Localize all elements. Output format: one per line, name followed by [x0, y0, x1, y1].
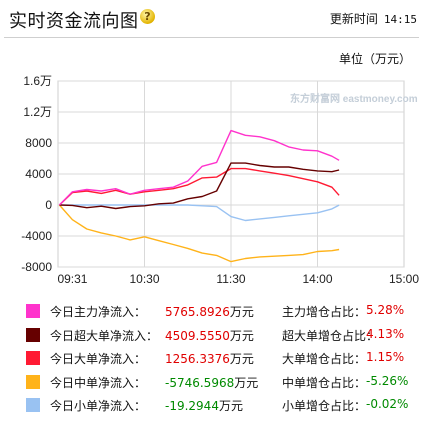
ratio-label: 小单增仓占比：: [282, 399, 367, 413]
ratio-label: 大单增仓占比：: [282, 352, 367, 366]
y-tick-label: 8000: [25, 136, 52, 150]
stat-value-unit: 万元: [234, 375, 259, 390]
stat-row: 今日中单净流入： -5746.5968万元 中单增仓占比： -5.26%: [0, 371, 423, 395]
fund-flow-chart: 东方财富网 eastmoney.com 1.6万 1.2万 8000 4000 0 -40…: [21, 74, 419, 286]
x-tick-label: 11:30: [216, 272, 245, 286]
y-axis-ticks: 1.6万 1.2万 8000 4000 0 -4000 -8000: [21, 74, 52, 274]
ratio-value: -0.02%: [366, 397, 409, 411]
x-tick-label: 09:31: [57, 272, 87, 286]
ratio-value: 5.28%: [366, 303, 405, 317]
fund-flow-stats: 今日主力净流入： 5765.8926万元 主力增仓占比： 5.28% 今日超大单净流入：…: [0, 300, 423, 418]
stat-label: 今日主力净流入：: [50, 305, 147, 319]
update-time-value: 14:15: [383, 13, 417, 26]
stat-label: 今日超大单净流入：: [50, 328, 159, 343]
header: 实时资金流向图 ? 更新时间 14:15: [0, 0, 423, 38]
unit-label: 单位（万元）: [338, 52, 411, 66]
legend-swatch: [26, 327, 40, 342]
x-tick-label: 14:00: [302, 272, 332, 286]
stat-value-unit: 万元: [218, 399, 243, 413]
series-line-0: [58, 129, 340, 206]
x-axis-ticks: 09:31 10:30 11:30 14:00 15:00: [57, 272, 419, 286]
legend-swatch: [26, 374, 40, 389]
legend-swatch: [26, 351, 40, 365]
legend-swatch: [26, 398, 40, 412]
stat-row: 今日大单净流入： 1256.3376万元 大单增仓占比： 1.15%: [0, 347, 423, 371]
update-time: 更新时间 14:15: [330, 10, 417, 27]
stat-label: 今日大单净流入：: [50, 352, 147, 366]
stat-row: 今日超大单净流入： 4509.5550万元 超大单增仓占比： 4.13%: [0, 324, 423, 348]
stat-value: -5746.5968万元: [165, 374, 258, 391]
series-line-1: [59, 162, 340, 210]
stat-label: 今日小单净流入：: [50, 399, 147, 413]
stat-value-number: 4509.5550: [165, 328, 230, 343]
series-lines: [58, 129, 340, 263]
ratio-value: 1.15%: [366, 350, 405, 364]
grid: [57, 80, 405, 268]
y-tick-label: 4000: [25, 167, 52, 181]
legend-swatch: [26, 304, 40, 318]
watermark-text: 东方财富网 eastmoney.com: [290, 92, 418, 105]
stat-label: 今日中单净流入：: [50, 375, 147, 390]
stat-value: 1256.3376万元: [165, 350, 254, 367]
y-tick-label: -4000: [21, 229, 52, 243]
x-tick-label: 10:30: [129, 272, 159, 286]
y-tick-label: -8000: [21, 260, 52, 274]
y-tick-label: 0: [45, 198, 52, 212]
series-line-3: [58, 204, 340, 263]
series-line-4: [59, 204, 340, 222]
stat-value-number: -19.2944: [165, 399, 219, 413]
help-icon[interactable]: ?: [140, 9, 155, 24]
stat-value: -19.2944万元: [165, 397, 243, 414]
x-tick-label: 15:00: [389, 272, 419, 286]
y-tick-label: 1.2万: [23, 105, 52, 119]
ratio-label: 主力增仓占比：: [282, 305, 367, 319]
ratio-value: 4.13%: [366, 326, 405, 341]
stat-value-unit: 万元: [229, 352, 254, 366]
stat-value-number: 5765.8926: [165, 305, 230, 319]
stat-value: 4509.5550万元: [165, 327, 254, 344]
ratio-label: 超大单增仓占比：: [282, 328, 379, 343]
watermark: 东方财富网 eastmoney.com: [290, 92, 418, 105]
stat-row: 今日小单净流入： -19.2944万元 小单增仓占比： -0.02%: [0, 394, 423, 418]
stat-value-number: 1256.3376: [165, 352, 230, 366]
ratio-label: 中单增仓占比：: [282, 375, 367, 390]
stat-row: 今日主力净流入： 5765.8926万元 主力增仓占比： 5.28%: [0, 300, 423, 324]
header-divider: [4, 37, 419, 38]
stat-value-unit: 万元: [229, 328, 254, 343]
ratio-value: -5.26%: [366, 373, 409, 388]
update-label: 更新时间: [329, 12, 378, 26]
stat-value-number: -5746.5968: [165, 375, 235, 390]
y-tick-label: 1.6万: [23, 74, 52, 88]
series-line-2: [58, 167, 340, 206]
stat-value-unit: 万元: [229, 305, 254, 319]
page-title: 实时资金流向图: [9, 11, 139, 32]
stat-value: 5765.8926万元: [165, 303, 254, 320]
